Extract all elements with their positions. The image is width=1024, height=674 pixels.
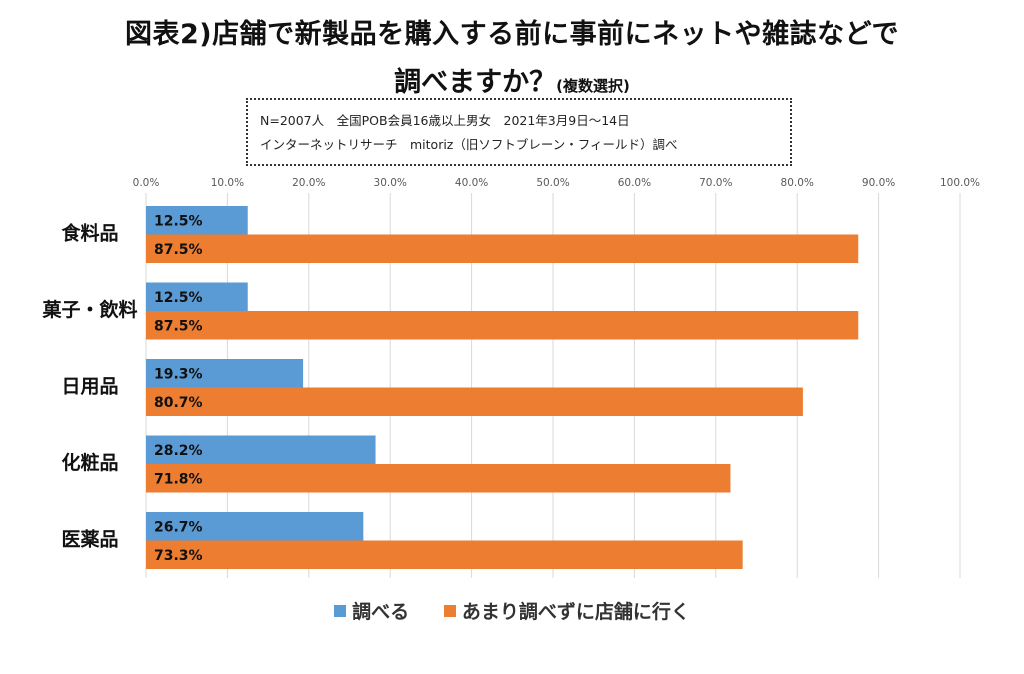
chart-legend: 調べる あまり調べずに店舗に行く — [0, 597, 1024, 624]
legend-item-series-2: あまり調べずに店舗に行く — [443, 597, 690, 624]
legend-label-series-2: あまり調べずに店舗に行く — [461, 601, 690, 623]
survey-note-box: N=2007人 全国POB会員16歳以上男女 2021年3月9日～14日 インタ… — [246, 98, 792, 166]
chart-title-line1: 図表2)店舗で新製品を購入する前に事前にネットや雑誌などで — [124, 19, 900, 50]
bar-series-2 — [146, 234, 859, 263]
legend-item-series-1: 調べる — [334, 597, 409, 624]
category-label: 医薬品 — [61, 528, 118, 551]
bar-series-2 — [146, 311, 859, 340]
x-tick-label: 80.0% — [781, 177, 814, 189]
bar-series-1 — [146, 282, 248, 311]
bar-series-1 — [146, 512, 364, 541]
chart-title-main: 調べますか？ — [394, 67, 557, 98]
chart-title-line2: 調べますか？(複数選択) — [0, 60, 1024, 99]
legend-label-series-1: 調べる — [352, 601, 410, 623]
x-tick-label: 100.0% — [940, 177, 980, 189]
survey-note-line1: N=2007人 全国POB会員16歳以上男女 2021年3月9日～14日 — [260, 113, 630, 128]
bar-series-2 — [146, 464, 731, 493]
legend-swatch-series-2 — [443, 604, 456, 617]
x-tick-label: 30.0% — [374, 177, 407, 189]
legend-swatch-series-1 — [334, 604, 347, 617]
bar-series-1 — [146, 206, 248, 235]
x-tick-label: 90.0% — [862, 177, 895, 189]
data-label: 12.5% — [154, 290, 203, 306]
data-label: 73.3% — [154, 548, 203, 564]
data-label: 12.5% — [154, 213, 203, 229]
data-label: 19.3% — [154, 366, 203, 382]
category-label: 菓子・飲料 — [41, 298, 137, 321]
x-tick-label: 50.0% — [536, 177, 569, 189]
bar-series-1 — [146, 435, 376, 464]
x-tick-label: 0.0% — [133, 177, 160, 189]
data-label: 87.5% — [154, 318, 203, 334]
category-label: 日用品 — [61, 376, 118, 398]
category-label: 化粧品 — [61, 451, 118, 474]
data-label: 80.7% — [154, 395, 203, 411]
x-tick-label: 20.0% — [292, 177, 325, 189]
category-label: 食料品 — [61, 222, 118, 245]
data-label: 28.2% — [154, 443, 203, 459]
x-tick-label: 60.0% — [618, 177, 651, 189]
data-label: 87.5% — [154, 242, 203, 258]
x-tick-label: 10.0% — [211, 177, 244, 189]
survey-note-line2: インターネットリサーチ mitoriz（旧ソフトブレーン・フィールド）調べ — [260, 137, 678, 152]
bar-series-2 — [146, 387, 803, 416]
data-label: 26.7% — [154, 519, 203, 535]
x-tick-label: 70.0% — [699, 177, 732, 189]
bar-series-1 — [146, 359, 304, 388]
data-label: 71.8% — [154, 471, 203, 487]
x-tick-label: 40.0% — [455, 177, 488, 189]
chart-title-note: (複数選択) — [556, 77, 630, 95]
bar-series-2 — [146, 540, 743, 569]
